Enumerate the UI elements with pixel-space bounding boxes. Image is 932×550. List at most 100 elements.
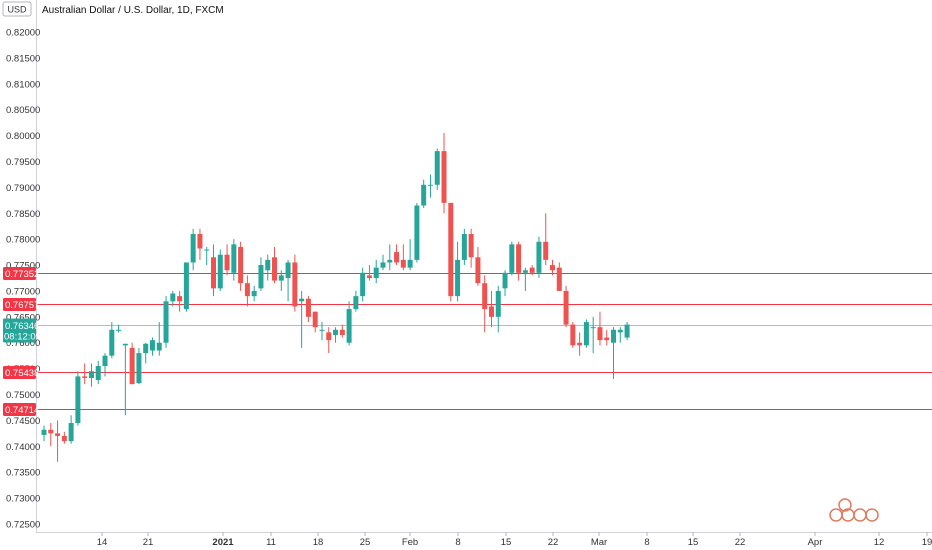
candle-body xyxy=(61,435,67,442)
candle xyxy=(495,285,501,333)
x-tick-label: Feb xyxy=(402,537,418,548)
candle-body xyxy=(441,151,447,203)
candle-body xyxy=(305,298,311,317)
candle-body xyxy=(366,275,372,278)
candle-body xyxy=(495,290,501,317)
candle xyxy=(394,244,400,266)
candle-body xyxy=(421,184,427,206)
candle xyxy=(624,322,630,341)
x-tick-label: 21 xyxy=(143,537,154,548)
candle xyxy=(258,257,264,291)
candle-body xyxy=(583,322,589,346)
y-axis-ticks: 0.82000 0.81500 0.81000 0.80500 0.80000 0.795… xyxy=(6,28,40,531)
candle xyxy=(488,290,494,328)
x-axis-ticks: 14 21 2021 11 18 25 Feb 8 15 22 Mar 8 15 22 Apr 12 19 xyxy=(97,532,932,548)
candle-body xyxy=(204,249,210,251)
candle xyxy=(502,270,508,297)
candle xyxy=(265,254,271,281)
candle-body xyxy=(597,327,603,341)
y-tick-label: 0.74500 xyxy=(6,416,40,427)
candle xyxy=(421,179,427,209)
candle-body xyxy=(251,290,257,297)
candle xyxy=(41,425,47,442)
candle xyxy=(305,296,311,323)
x-tick-label: 8 xyxy=(455,537,460,548)
x-tick-label: 11 xyxy=(266,537,276,548)
y-tick-label: 0.78500 xyxy=(6,209,40,220)
candle xyxy=(68,415,74,444)
candle-body xyxy=(543,241,549,260)
candle-body xyxy=(41,429,47,435)
candle xyxy=(522,267,528,291)
candle xyxy=(143,342,149,364)
candle xyxy=(617,327,623,343)
chart-title: Australian Dollar / U.S. Dollar, 1D, FXC… xyxy=(42,5,224,16)
candle-body xyxy=(536,241,542,273)
candle xyxy=(136,347,142,385)
candle-body xyxy=(82,376,88,378)
candle-body xyxy=(211,257,216,289)
candle xyxy=(244,275,250,307)
candle xyxy=(373,259,379,284)
candle-body xyxy=(278,275,284,281)
x-tick-label: Apr xyxy=(808,537,823,548)
candle-body xyxy=(319,329,325,331)
candle xyxy=(333,327,339,343)
candle-body xyxy=(170,293,176,302)
candle xyxy=(299,290,305,348)
candle xyxy=(204,246,210,266)
candle-body xyxy=(353,296,359,310)
candle xyxy=(400,244,406,271)
candle-body xyxy=(529,267,535,273)
y-tick-label: 0.78000 xyxy=(6,235,40,246)
y-tick-label: 0.72500 xyxy=(6,520,40,531)
candle xyxy=(590,316,596,354)
candle-body xyxy=(156,342,162,351)
candle xyxy=(109,322,115,359)
candle-body xyxy=(48,429,54,434)
currency-badge[interactable]: USD xyxy=(2,1,32,17)
candle xyxy=(556,262,562,291)
candle xyxy=(516,241,522,281)
x-tick-label: 18 xyxy=(313,537,324,548)
x-tick-label: 22 xyxy=(735,537,746,548)
candle-body xyxy=(333,329,339,335)
x-tick-label: 12 xyxy=(874,537,885,548)
candle xyxy=(407,239,413,271)
candle-body xyxy=(577,342,583,346)
candle xyxy=(319,322,325,341)
x-tick-label: 15 xyxy=(688,537,699,548)
candle-body xyxy=(95,366,101,381)
y-tick-label: 0.74000 xyxy=(6,442,40,453)
candle xyxy=(88,363,94,387)
candle-body xyxy=(434,151,440,185)
candle xyxy=(272,246,278,284)
level-tag-label: 0.75438 xyxy=(5,368,39,379)
y-tick-label: 0.79500 xyxy=(6,157,40,168)
candle xyxy=(292,254,298,312)
currency-badge-box xyxy=(2,1,32,17)
candle-body xyxy=(387,259,393,263)
candle xyxy=(224,244,230,276)
candle-body xyxy=(373,267,379,278)
candle xyxy=(509,241,515,276)
candle xyxy=(278,270,284,291)
candle-body xyxy=(468,233,474,258)
candle xyxy=(102,353,108,377)
candle-body xyxy=(102,355,108,367)
candle xyxy=(414,202,420,263)
candle xyxy=(55,420,61,462)
y-tick-label: 0.73500 xyxy=(6,468,40,479)
candle-body xyxy=(475,257,481,284)
candle xyxy=(434,148,440,190)
candle xyxy=(360,267,366,302)
candle-body xyxy=(272,257,278,281)
candle-body xyxy=(265,259,271,271)
candle xyxy=(448,202,454,302)
x-tick-label: 25 xyxy=(360,537,371,548)
candle-body xyxy=(570,324,576,346)
level-tag xyxy=(3,267,36,280)
current-price-tag xyxy=(3,318,36,343)
